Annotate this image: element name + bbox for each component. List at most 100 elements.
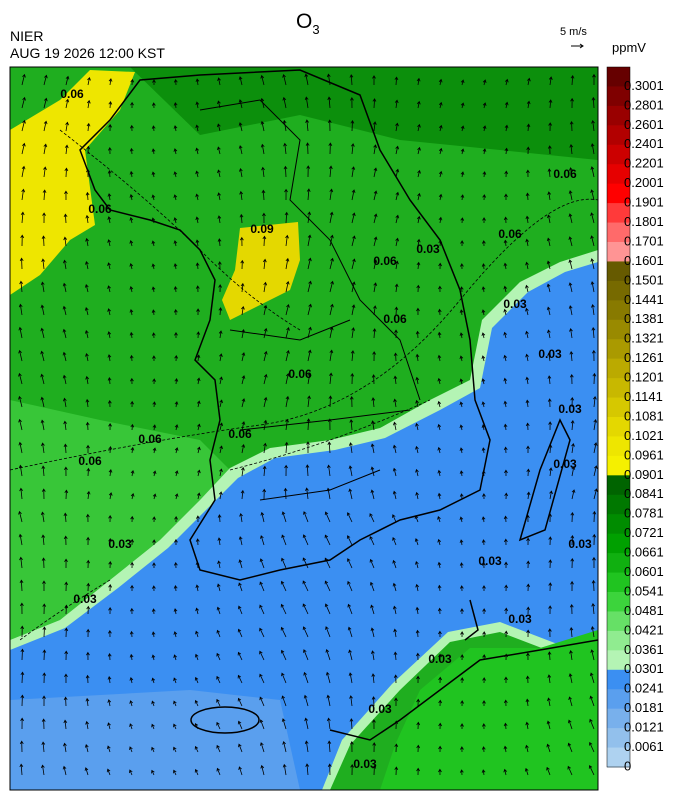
wind-arrow	[503, 377, 508, 385]
wind-arrow	[392, 490, 397, 500]
wind-arrow	[438, 699, 443, 707]
wind-arrow	[459, 378, 464, 385]
wind-arrow	[85, 375, 89, 385]
wind-arrow	[197, 423, 201, 431]
wind-arrow	[526, 583, 531, 592]
wind-arrow	[152, 79, 156, 86]
wind-arrow	[546, 743, 551, 753]
wind-arrow	[65, 75, 70, 86]
wind-arrow	[482, 102, 487, 109]
wind-arrow	[129, 124, 134, 132]
wind-arrow	[238, 766, 243, 776]
wind-arrow	[41, 465, 46, 477]
colorbar-swatch	[607, 397, 630, 418]
contour-label: 0.09	[250, 222, 274, 236]
wind-arrow	[482, 723, 486, 730]
wind-arrow	[570, 419, 575, 431]
wind-arrow	[394, 720, 399, 730]
wind-arrow	[307, 349, 312, 362]
wind-arrow	[194, 699, 199, 707]
wind-arrow	[216, 652, 221, 661]
wind-arrow	[241, 329, 246, 339]
wind-arrow	[325, 671, 331, 684]
wind-arrow	[151, 723, 155, 730]
wind-arrow	[130, 377, 134, 385]
wind-arrow	[19, 740, 24, 753]
wind-arrow	[260, 143, 265, 155]
wind-arrow	[324, 534, 331, 546]
wind-arrow	[547, 375, 552, 385]
wind-arrow	[108, 123, 112, 132]
wind-arrow	[196, 308, 200, 316]
wind-arrow	[348, 672, 353, 684]
wind-arrow	[217, 514, 222, 523]
wind-arrow	[371, 420, 375, 431]
wind-arrow	[329, 303, 334, 316]
wind-arrow	[393, 628, 398, 638]
wind-arrow	[371, 673, 376, 684]
wind-arrow	[241, 444, 246, 454]
low-ozone-sea	[10, 690, 300, 790]
wind-arrow	[569, 603, 574, 615]
wind-arrow	[107, 308, 111, 316]
wind-arrow	[482, 79, 487, 86]
wind-arrow	[84, 767, 89, 776]
wind-arrow	[304, 740, 309, 753]
wind-arrow	[194, 653, 199, 661]
wind-arrow	[281, 511, 287, 523]
wind-arrow	[307, 303, 312, 316]
wind-arrow	[238, 743, 243, 753]
wind-arrow	[129, 170, 134, 178]
wind-arrow	[281, 534, 287, 546]
map: 0.09 0.06 0.06 0.06 0.06 0.06 0.06 0.06 0.06 0.06…	[10, 67, 598, 790]
wind-arrow	[151, 654, 156, 661]
wind-arrow	[285, 234, 289, 247]
wind-arrow	[569, 626, 574, 638]
wind-arrow	[280, 649, 287, 661]
colorbar-swatch	[607, 747, 630, 768]
wind-arrow	[195, 584, 200, 592]
wind-arrow	[151, 171, 156, 178]
wind-arrow	[593, 442, 598, 454]
wind-arrow	[482, 171, 487, 178]
wind-arrow	[130, 607, 134, 615]
wind-arrow	[373, 282, 378, 293]
wind-arrow	[64, 581, 69, 592]
wind-arrow	[504, 492, 509, 500]
wind-arrow	[19, 487, 24, 500]
wind-arrow	[481, 240, 486, 247]
wind-arrow	[394, 766, 399, 776]
wind-arrow	[237, 605, 243, 615]
wind-arrow	[394, 697, 398, 707]
colorbar-swatch	[607, 164, 630, 185]
wind-arrow	[195, 193, 199, 201]
wind-arrow	[86, 536, 90, 546]
wind-arrow	[216, 744, 221, 753]
wind-arrow	[263, 350, 268, 362]
wind-arrow	[63, 696, 68, 707]
wind-arrow	[108, 514, 112, 523]
wind-arrow	[590, 649, 595, 661]
wind-arrow	[63, 259, 67, 270]
wind-arrow	[303, 649, 309, 661]
wind-arrow	[415, 330, 420, 339]
wind-arrow	[326, 73, 331, 86]
wind-arrow	[195, 538, 200, 546]
wind-arrow	[459, 286, 464, 293]
colorbar-swatch	[607, 475, 630, 496]
wind-arrow	[129, 653, 134, 661]
wind-arrow	[392, 582, 397, 592]
wind-arrow	[526, 560, 531, 569]
wind-arrow	[63, 213, 68, 224]
wind-arrow	[174, 355, 179, 362]
contour-label: 0.03	[538, 347, 562, 361]
wind-arrow	[129, 630, 134, 638]
wind-arrow	[504, 193, 508, 201]
wind-arrow	[592, 372, 597, 385]
colorbar-swatch	[607, 708, 630, 729]
wind-arrow	[217, 560, 221, 569]
wind-arrow	[151, 677, 156, 684]
wind-arrow	[219, 353, 223, 362]
wind-arrow	[305, 142, 310, 155]
